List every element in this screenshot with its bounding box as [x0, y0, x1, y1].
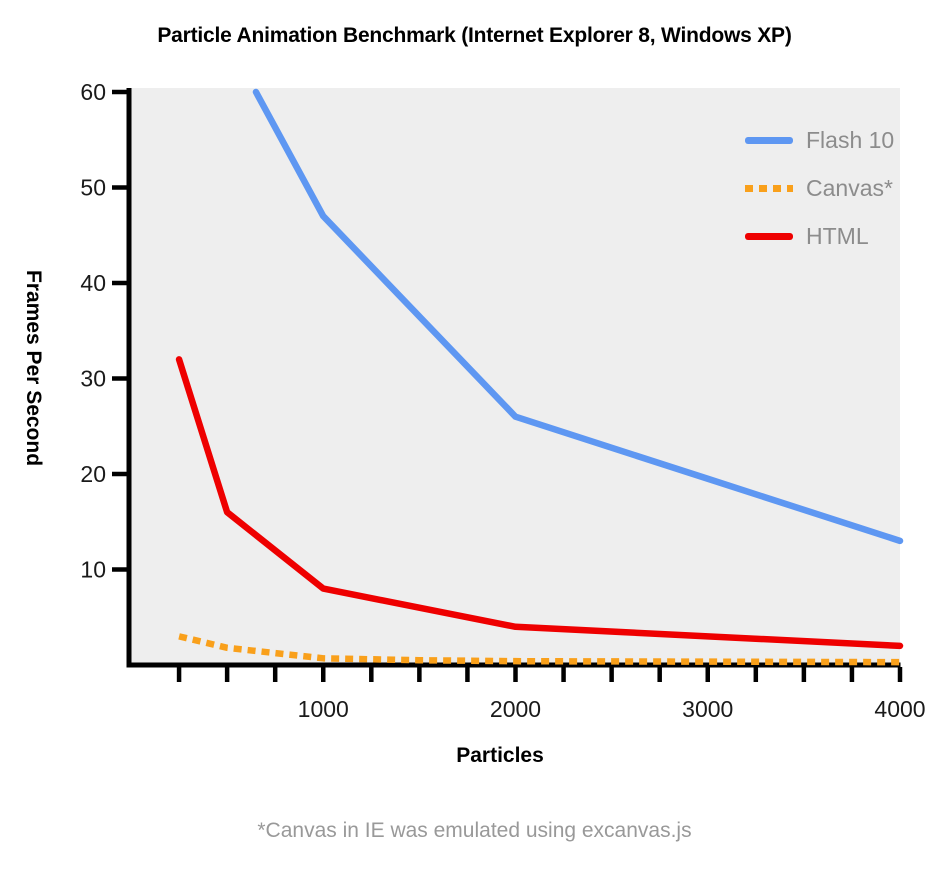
y-tick-label: 30: [80, 366, 106, 392]
legend-row: Canvas*: [745, 164, 894, 212]
legend-row: Flash 10: [745, 116, 894, 164]
series-line-canvas: [178, 633, 901, 666]
legend-label: Canvas*: [806, 174, 893, 201]
x-tick-label: 1000: [298, 696, 349, 722]
legend-label: Flash 10: [806, 126, 895, 153]
canvas-footnote: *Canvas in IE was emulated using excanva…: [257, 819, 692, 842]
legend-swatch-dotted-line: [745, 184, 793, 192]
y-tick-label: 40: [80, 270, 106, 296]
plot-background: [131, 88, 900, 665]
legend-swatch-solid-line: [745, 136, 793, 144]
series-line-flash-10: [252, 88, 904, 545]
legend: Flash 10 Canvas* HTML: [745, 116, 894, 260]
chart-title: Particle Animation Benchmark (Internet E…: [157, 24, 792, 47]
x-axis-title: Particles: [456, 744, 544, 767]
y-axis-title: Frames Per Second: [22, 269, 45, 467]
y-tick-label: 20: [80, 461, 106, 487]
x-tick-label: 4000: [874, 696, 925, 722]
legend-swatch-solid-line: [745, 232, 793, 240]
y-tick-label: 60: [80, 79, 106, 105]
y-tick-label: 50: [80, 175, 106, 201]
legend-row: HTML: [745, 212, 894, 260]
x-tick-label: 2000: [490, 696, 541, 722]
y-tick-label: 10: [80, 557, 106, 583]
legend-label: HTML: [806, 222, 869, 249]
series-line-html: [175, 356, 904, 650]
x-tick-label: 3000: [682, 696, 733, 722]
